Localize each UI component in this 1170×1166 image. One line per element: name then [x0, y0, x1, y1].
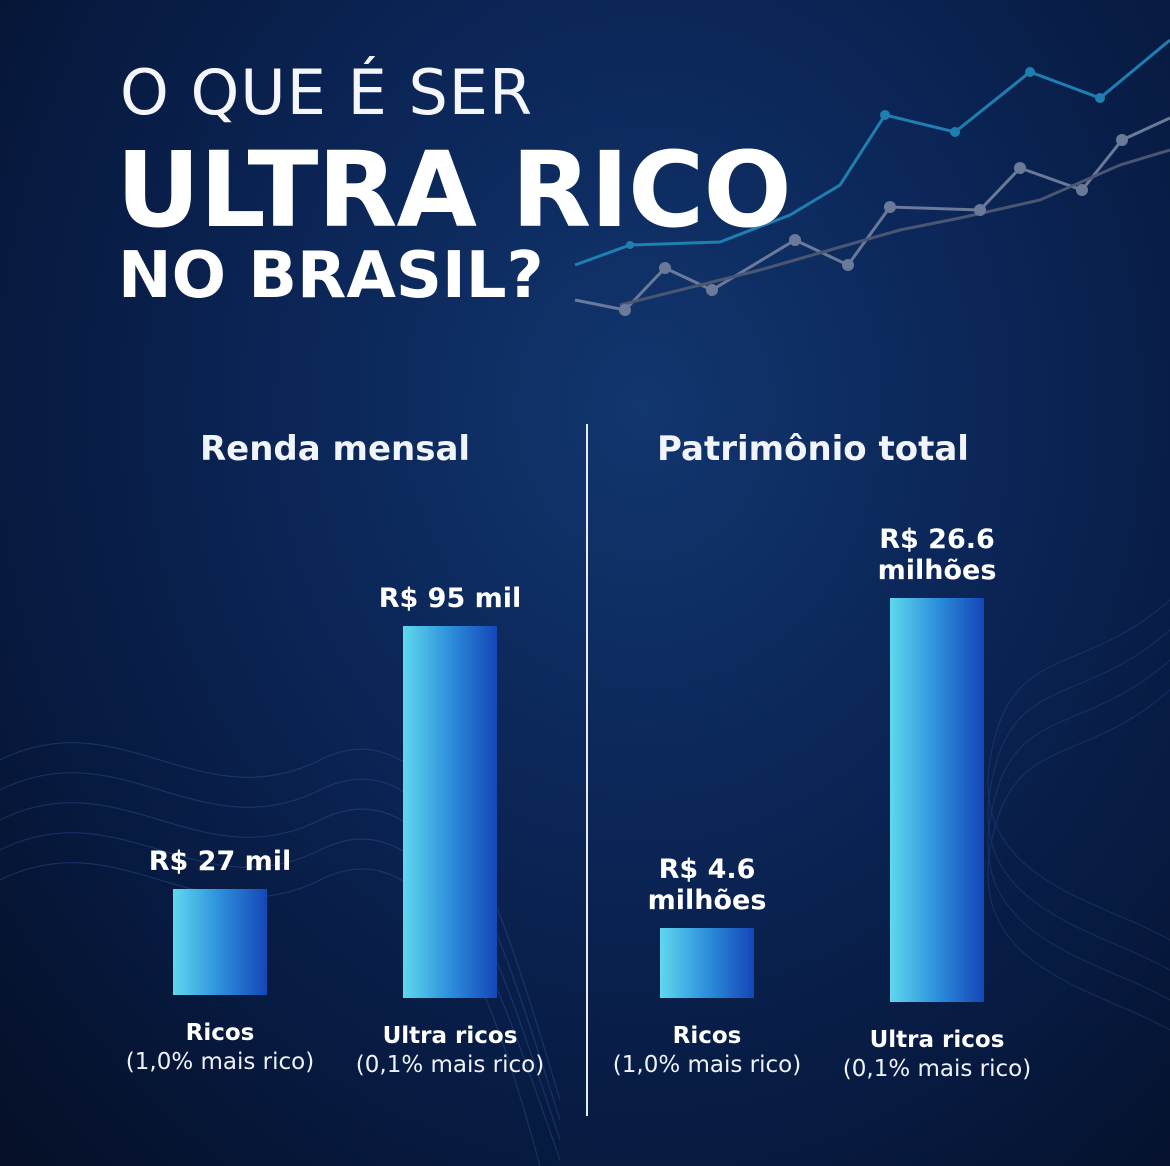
category-note: (1,0% mais rico) — [612, 1052, 802, 1078]
data-label-line: milhões — [877, 555, 997, 586]
title-line-1: O QUE É SER — [120, 56, 534, 129]
title-line-2: ULTRA RICO — [116, 129, 792, 251]
category-note: (0,1% mais rico) — [355, 1052, 545, 1078]
category-note: (0,1% mais rico) — [842, 1056, 1032, 1082]
bar-ultra-ricos — [403, 626, 497, 998]
data-label-line: R$ 4.6 — [658, 854, 756, 886]
data-label: R$ 95 mil — [379, 583, 522, 614]
data-label-line: R$ 27 mil — [148, 846, 292, 878]
bar-ricos — [173, 889, 267, 995]
title-line-3: NO BRASIL? — [118, 239, 544, 313]
panel-divider — [586, 424, 588, 1116]
category-label: Ricos — [672, 1023, 742, 1049]
category-label: Ultra ricos — [382, 1023, 518, 1049]
data-label: R$ 4.6 milhões — [648, 854, 767, 916]
category-note: (1,0% mais rico) — [125, 1049, 315, 1075]
data-label: R$ 26.6 milhões — [878, 524, 997, 586]
bar-ricos — [660, 928, 754, 998]
chart-title: Renda mensal — [199, 429, 471, 469]
data-label: R$ 27 mil — [149, 846, 292, 877]
data-label-line: R$ 95 mil — [378, 583, 522, 614]
data-label-line: milhões — [647, 885, 767, 917]
category-label: Ricos — [185, 1020, 255, 1046]
chart-title: Patrimônio total — [657, 429, 969, 469]
bar-ultra-ricos — [890, 598, 984, 1002]
data-label-line: R$ 26.6 — [879, 524, 995, 555]
category-label: Ultra ricos — [869, 1027, 1005, 1053]
